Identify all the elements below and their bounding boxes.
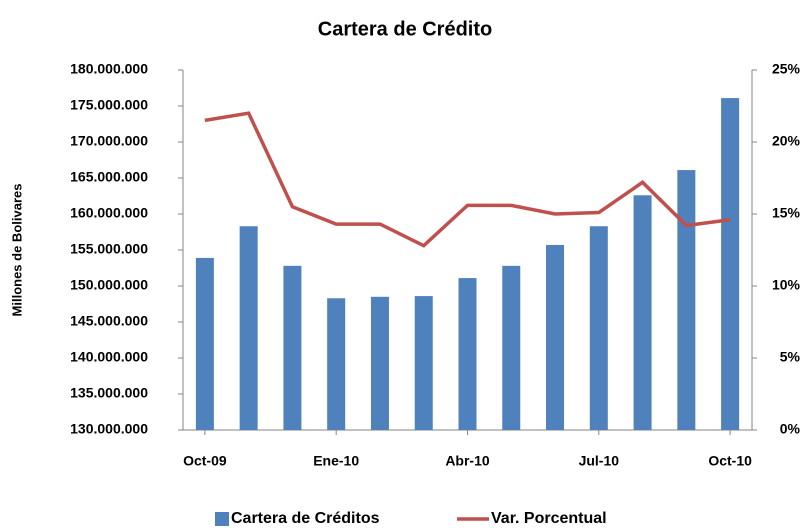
y2-tick-label: 15%	[772, 205, 801, 221]
y-tick-label: 165.000.000	[70, 169, 148, 185]
y2-tick-label: 20%	[772, 133, 801, 149]
bar	[502, 265, 521, 430]
bar	[633, 195, 652, 430]
legend-swatch	[215, 512, 229, 526]
y-tick-label: 170.000.000	[70, 133, 148, 149]
bar	[458, 278, 477, 430]
y2-tick-label: 25%	[772, 61, 801, 77]
legend-label: Cartera de Créditos	[231, 510, 380, 527]
y2-tick-label: 10%	[772, 277, 801, 293]
x-tick-label: Oct-10	[708, 453, 752, 469]
y-tick-label: 155.000.000	[70, 241, 148, 257]
line	[204, 111, 731, 248]
x-tick-label: Ene-10	[313, 453, 359, 469]
x-tick-label: Oct-09	[183, 453, 227, 469]
bar	[283, 265, 302, 430]
chart-title: Cartera de Crédito	[318, 18, 493, 40]
bar	[370, 296, 389, 430]
bar	[546, 244, 565, 430]
y-tick-label: 175.000.000	[70, 97, 148, 113]
bar	[195, 257, 214, 430]
y-tick-label: 140.000.000	[70, 349, 148, 365]
y-tick-label: 135.000.000	[70, 385, 148, 401]
y-tick-label: 130.000.000	[70, 421, 148, 437]
y-tick-label: 160.000.000	[70, 205, 148, 221]
bar	[589, 226, 608, 430]
y2-tick-label: 0%	[780, 421, 801, 437]
y-tick-label: 150.000.000	[70, 277, 148, 293]
x-tick-label: Jul-10	[579, 453, 620, 469]
bar	[414, 296, 433, 430]
y-axis-label: Millones de Bolivares	[9, 184, 24, 317]
bar	[239, 226, 258, 430]
y2-tick-label: 5%	[780, 349, 801, 365]
bar	[721, 98, 740, 430]
bar	[327, 298, 346, 430]
bar	[677, 170, 696, 430]
legend-label: Var. Porcentual	[491, 510, 607, 527]
y-tick-label: 145.000.000	[70, 313, 148, 329]
y-tick-label: 180.000.000	[70, 61, 148, 77]
x-tick-label: Abr-10	[445, 453, 490, 469]
